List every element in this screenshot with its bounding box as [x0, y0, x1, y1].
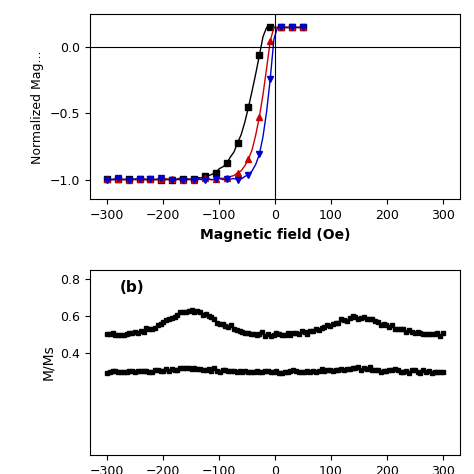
Text: (b): (b): [119, 280, 144, 295]
Y-axis label: Normalized Mag...: Normalized Mag...: [31, 50, 44, 164]
X-axis label: Magnetic field (Oe): Magnetic field (Oe): [200, 228, 350, 242]
Y-axis label: M/Ms: M/Ms: [41, 345, 55, 380]
